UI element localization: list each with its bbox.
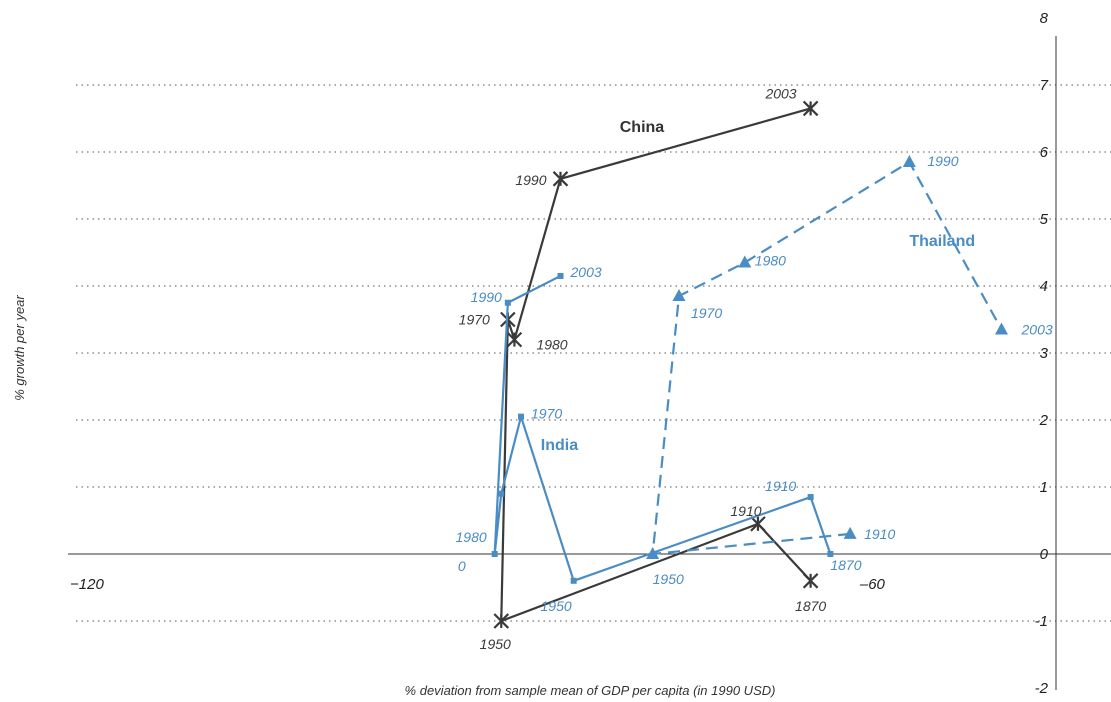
y-tick-label: 8 [1040,10,1049,27]
china-marker [552,171,569,187]
gridlines [76,84,1111,622]
china-marker [750,516,766,532]
china-marker [506,331,523,348]
thailand-marker [646,547,660,559]
china-marker [802,100,819,117]
thailand-point-label: 2003 [1021,322,1053,338]
y-tick-label: 5 [1040,211,1049,228]
india-series-label: India [541,437,578,454]
india-line [493,274,832,582]
china-marker [802,573,819,589]
china-point-label: 1980 [536,337,567,353]
y-tick-label: 1 [1040,479,1048,496]
china-series-label: China [620,119,665,136]
india-point-label: 1870 [830,557,861,573]
thailand-marker [738,255,752,268]
y-tick-labels: 8 7 6 5 4 3 2 1 0 -1 -2 [1035,10,1049,697]
y-tick-label: 3 [1040,345,1049,362]
india-point-label: 1970 [531,406,562,422]
china-line [500,107,812,623]
series-india [491,272,834,584]
y-axis-title: % growth per year [12,295,27,401]
y-tick-label: -1 [1035,613,1048,630]
china-point-label: 1910 [730,503,761,519]
thailand-marker [843,526,857,539]
y-tick-label: 0 [1040,546,1049,563]
thailand-point-label: 1950 [653,571,684,587]
x-tick-labels: −120 –60 [70,576,886,593]
india-marker [518,413,525,420]
x-tick-label: −120 [70,576,104,593]
india-marker [498,490,505,497]
series [491,100,1009,629]
y-tick-label: 7 [1040,77,1049,94]
china-point-label: 1870 [795,598,826,614]
thailand-point-label: 1910 [864,526,895,542]
india-marker [504,299,511,306]
thailand-marker [672,289,686,302]
india-marker [827,551,834,557]
axes [68,36,1111,690]
china-point-label: 1970 [459,312,490,328]
y-tick-label: 2 [1039,412,1049,429]
thailand-point-label: 1970 [691,305,722,321]
thailand-marker [902,155,916,168]
india-point-label: 1980 [456,529,487,545]
y-tick-label: -2 [1035,680,1049,697]
thailand-point-label: 1990 [927,153,958,169]
india-marker [570,577,577,584]
india-marker [557,272,564,279]
china-point-label: 1990 [515,172,546,188]
china-point-label: 2003 [764,85,796,101]
series-thailand [646,155,1009,559]
annotations: 0 [458,558,466,574]
india-marker [491,551,498,557]
china-point-label: 1950 [480,636,511,652]
annotation-label: 0 [458,558,466,574]
china-marker [493,613,510,629]
y-tick-label: 6 [1040,144,1049,161]
india-point-label: 2003 [570,264,602,280]
india-point-label: 1950 [541,598,572,614]
thailand-line [651,160,1003,556]
point-labels: 1870191019501970198019902003China1870191… [456,85,1053,652]
x-axis-title: % deviation from sample mean of GDP per … [405,683,776,698]
india-marker [807,494,814,501]
x-tick-label: –60 [859,576,886,593]
thailand-point-label: 1980 [755,253,786,269]
india-point-label: 1990 [471,289,502,305]
thailand-series-label: Thailand [909,233,975,250]
thailand-marker [995,322,1009,335]
y-tick-label: 4 [1040,278,1048,295]
india-point-label: 1910 [765,478,796,494]
